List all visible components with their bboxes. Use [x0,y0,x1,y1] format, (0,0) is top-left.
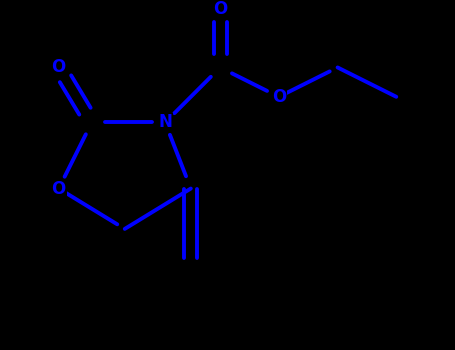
Text: O: O [51,58,66,76]
Text: O: O [213,0,228,18]
Text: O: O [272,88,286,106]
Text: O: O [51,180,66,197]
Text: N: N [158,113,172,132]
